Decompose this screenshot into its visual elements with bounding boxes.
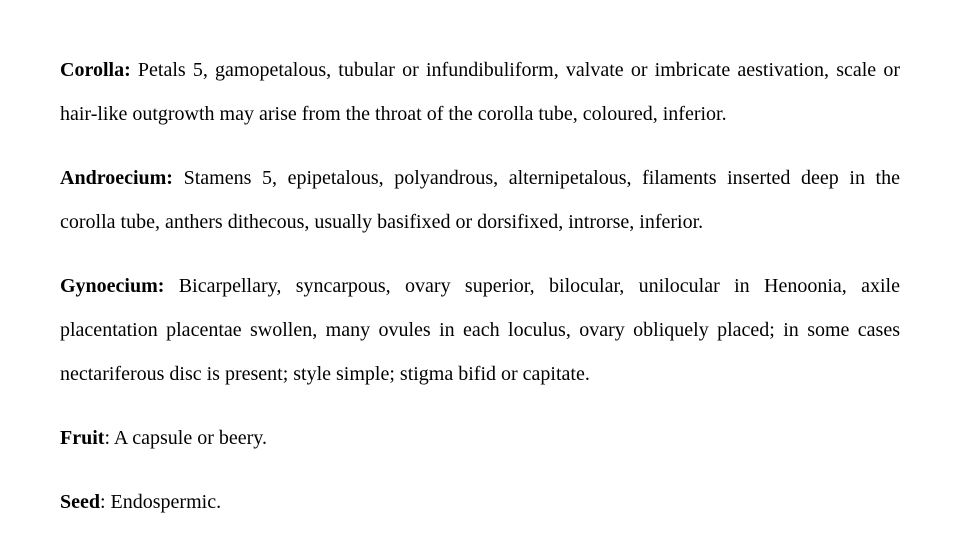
entry-gynoecium: Gynoecium: Bicarpellary, syncarpous, ova… xyxy=(60,264,900,396)
term-corolla: Corolla: xyxy=(60,59,131,81)
term-fruit: Fruit xyxy=(60,427,104,449)
term-gynoecium: Gynoecium: xyxy=(60,275,164,297)
entry-seed: Seed: Endospermic. xyxy=(60,480,900,524)
term-androecium: Androecium: xyxy=(60,167,173,189)
body-gynoecium: Bicarpellary, syncarpous, ovary superior… xyxy=(60,275,900,385)
body-corolla: Petals 5, gamopetalous, tubular or infun… xyxy=(60,59,900,125)
entry-fruit: Fruit: A capsule or beery. xyxy=(60,416,900,460)
body-androecium: Stamens 5, epipetalous, polyandrous, alt… xyxy=(60,167,900,233)
body-seed: : Endospermic. xyxy=(100,491,221,513)
body-fruit: : A capsule or beery. xyxy=(104,427,267,449)
term-seed: Seed xyxy=(60,491,100,513)
entry-corolla: Corolla: Petals 5, gamopetalous, tubular… xyxy=(60,48,900,136)
document-page: Corolla: Petals 5, gamopetalous, tubular… xyxy=(0,0,960,524)
entry-androecium: Androecium: Stamens 5, epipetalous, poly… xyxy=(60,156,900,244)
